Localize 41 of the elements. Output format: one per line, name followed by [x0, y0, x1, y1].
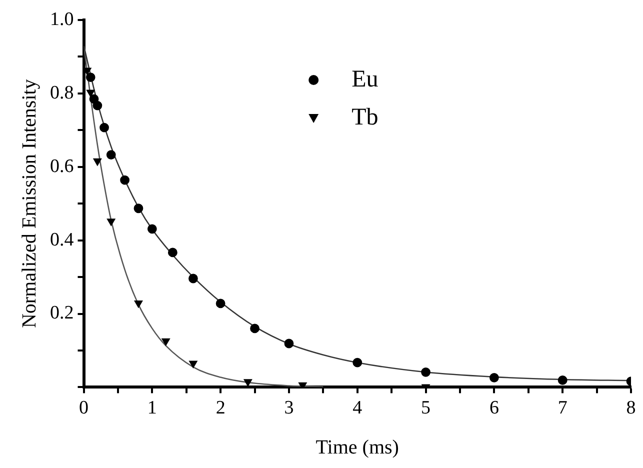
point	[250, 324, 260, 334]
point	[244, 379, 252, 386]
x-tick-label: 1	[147, 398, 157, 419]
point	[100, 122, 109, 132]
point	[134, 300, 143, 308]
point	[189, 360, 198, 368]
x-axis-title: Time (ms)	[316, 436, 399, 458]
legend-label: Eu	[352, 66, 378, 92]
y-tick-label: 0.2	[50, 302, 74, 324]
y-tick-label: 1.0	[50, 8, 74, 30]
x-tick-label: 2	[216, 398, 226, 419]
point	[352, 358, 362, 368]
legend-label: Tb	[352, 104, 378, 130]
point	[558, 376, 568, 385]
x-tick-label: 5	[421, 398, 431, 419]
x-tick-label: 8	[626, 398, 636, 419]
x-tick-label: 4	[352, 398, 363, 419]
point	[147, 224, 157, 234]
point	[284, 338, 294, 348]
y-axis-title: Normalized Emission Intensity	[18, 79, 40, 328]
x-tick-label: 6	[489, 398, 499, 419]
point	[162, 338, 170, 346]
point	[216, 298, 226, 308]
y-tick-label: 0.8	[50, 82, 74, 104]
point	[106, 218, 116, 226]
x-tick-label: 3	[284, 398, 294, 419]
point	[168, 248, 178, 258]
y-tick-label: 0.6	[50, 156, 74, 177]
x-tick-label: 7	[558, 398, 568, 419]
point	[86, 90, 95, 98]
point	[93, 158, 102, 166]
x-tick-label: 0	[79, 398, 88, 419]
point	[421, 367, 430, 377]
y-tick-label: 0.4	[50, 229, 74, 250]
point	[86, 72, 96, 82]
point	[188, 274, 198, 284]
point	[120, 175, 130, 185]
point	[92, 100, 102, 110]
point	[489, 372, 499, 382]
point	[134, 204, 144, 214]
point	[106, 150, 116, 160]
